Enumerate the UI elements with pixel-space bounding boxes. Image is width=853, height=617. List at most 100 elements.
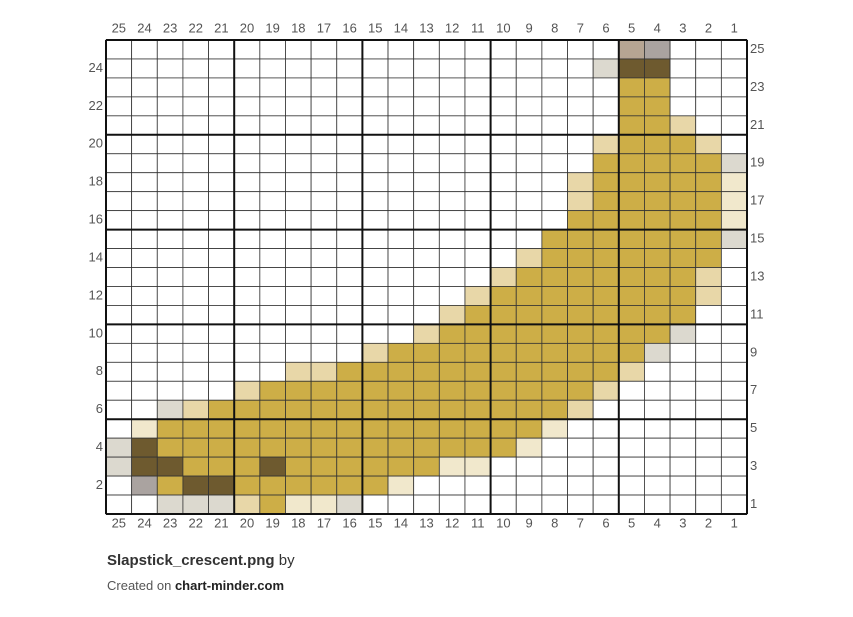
column-label: 3 [679,515,686,530]
cell [438,172,466,193]
column-label: 11 [471,515,485,530]
site-link[interactable]: chart-minder.com [174,578,285,593]
cell [695,399,722,420]
row-label: 23 [750,79,764,94]
cell [310,134,338,155]
cell [131,96,158,117]
cell [131,342,158,363]
cell [695,286,722,306]
column-label: 2 [705,515,712,530]
cell [208,115,235,136]
cell [285,399,312,420]
cell [669,39,697,60]
cell [105,96,133,117]
cell [156,77,184,98]
cell [310,267,338,287]
cell [413,323,440,344]
footer-title: Slapstick_crescent.png by [107,552,295,569]
cell [336,210,363,230]
cell [541,475,568,496]
column-label: 23 [163,515,177,530]
cell [541,286,568,306]
column-label: 9 [525,515,532,530]
by: by [278,552,295,569]
cell [695,115,722,136]
cell [720,418,748,439]
cell [387,153,415,174]
cell [182,115,209,136]
cell [208,437,235,458]
cell [592,418,620,439]
cell [182,323,209,344]
cell [464,96,491,117]
cell [310,96,338,117]
cell [259,248,286,268]
cell [233,267,261,287]
cell [669,342,697,363]
chart: 2525242423232222212120201919181817171616… [89,20,765,530]
cell [105,361,133,382]
cell [464,418,491,439]
cell [464,323,491,344]
cell [438,437,466,458]
row-label: 10 [89,325,103,340]
cell [464,456,491,477]
cell [592,134,620,155]
cell [182,39,209,60]
cell [156,323,184,344]
row-label: 3 [750,458,757,473]
cell [156,286,184,306]
cell [285,115,312,136]
cell [336,153,363,174]
cell [515,437,543,458]
cell [131,286,158,306]
cell [720,494,748,515]
cell [387,418,415,439]
cell [567,134,594,155]
cell [208,323,235,344]
cell [720,58,748,79]
cell [618,494,645,515]
cell [567,418,594,439]
cell [182,361,209,382]
cell [438,342,466,363]
column-label: 18 [291,515,305,530]
cell [233,437,261,458]
column-label: 25 [112,515,126,530]
cell [131,380,158,401]
cell [618,96,645,117]
cell [208,380,235,401]
cell [644,96,671,117]
cell [541,323,568,344]
cell [208,361,235,382]
column-label: 15 [368,515,382,530]
cell [156,342,184,363]
cell [644,399,671,420]
cell [669,134,697,155]
cell [208,494,235,515]
cell [413,437,440,458]
cell [336,494,363,515]
cell [567,172,594,193]
cell [669,229,697,249]
row-label: 20 [89,136,103,151]
cell [208,456,235,477]
cell [131,437,158,458]
cell [438,191,466,212]
cell [515,399,543,420]
cell [541,134,568,155]
cell [464,191,491,212]
cell [336,172,363,193]
cell [541,191,568,212]
cell [695,323,722,344]
cell [669,437,697,458]
cell [592,342,620,363]
cell [541,229,568,249]
cell [644,115,671,136]
cell [490,267,517,287]
cell [156,267,184,287]
cell [233,58,261,79]
cell [644,229,671,249]
cell [464,248,491,268]
cell [156,380,184,401]
